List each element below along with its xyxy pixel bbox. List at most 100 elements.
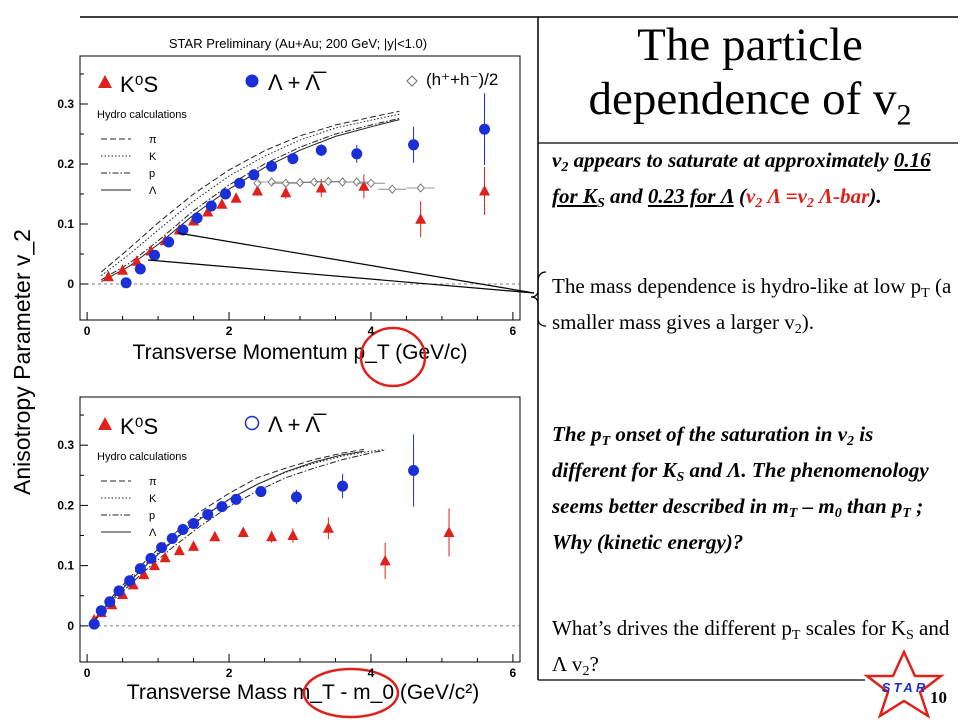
top-hydro-title: Hydro calculations [97,109,187,121]
top-kaon-point [202,206,214,217]
slide-title-sub: 2 [896,98,912,132]
p2-c: ). [801,310,815,334]
top-hadron-point [338,177,347,187]
top-lambda-point [177,224,189,236]
bottom-lambda-point [95,605,107,617]
bottom-lambda-point [145,552,157,564]
p1-k: 0.16 for K [552,148,931,208]
slide-title-line2: dependence of v [588,73,897,125]
p1-kaon-value: 0.16 for KS [552,148,931,211]
p1-v: v [552,148,562,172]
p1-relation: v2 Λ =v2 Λ-bar [746,184,869,211]
bottom-lambda-point [104,596,116,608]
top-hydro-curve-2 [101,117,400,281]
p3-c: is different for K [552,422,874,482]
bottom-lambda-point [255,486,267,498]
bottom-x-tick-label: 4 [368,666,375,680]
onset-paragraph: The pT onset of the saturation in v2 is … [552,420,952,556]
bottom-kaon-point [209,530,221,542]
bottom-lambda-point [408,464,420,476]
top-kaon-point [479,185,491,196]
top-legend-kaon-marker [98,75,112,88]
p3-e-sub: 0 [834,506,842,521]
top-hadron-point [267,177,276,187]
bottom-y-tick-label: 0.1 [57,559,74,573]
slide-number: 10 [930,688,947,707]
bottom-x-tick-label: 0 [84,666,91,680]
bottom-lambda-point [88,618,100,630]
bottom-kaon-point [379,554,391,566]
top-hadron-point [295,177,305,188]
highlight-ellipse-mt [302,667,400,719]
star-logo-shape [863,648,945,719]
p4-a-sub: T [791,628,801,643]
top-y-tick-label: 0.2 [57,157,74,171]
top-lambda-point [234,177,246,189]
bottom-lambda-point [216,501,228,513]
bottom-lambda-point [166,533,178,545]
top-lambda-point [315,144,327,156]
bottom-y-tick-label: 0.2 [57,498,74,512]
top-lambda-point [248,169,260,181]
mass-dependence-paragraph: The mass dependence is hydro-like at low… [552,272,952,344]
p1-lambda-value: 0.23 for Λ [647,184,734,208]
top-kaon-point [102,270,114,282]
top-x-tick-label: 0 [84,324,91,338]
bottom-hydro-curve-0 [93,448,364,621]
pointer-arrows [147,232,547,327]
p1-v-sub: 2 [561,160,569,175]
bottom-lambda-point [230,493,242,505]
p4-b-sub: S [905,628,914,643]
p3-f: than p [841,494,903,518]
p1-a: appears to saturate at approximately [568,148,894,172]
p4-c-sub: 2 [582,664,590,679]
bottom-y-tick-label: 0 [67,619,74,633]
top-kaon-point [131,255,143,266]
p4-d: ? [589,652,599,676]
p2-v-sub: 2 [794,322,802,337]
bottom-lambda-point [177,524,189,535]
top-kaon-point [230,192,242,203]
top-lambda-point [287,153,299,165]
bottom-kaon-point [266,530,278,542]
p2-a: The mass dependence is hydro-like at low… [552,274,922,298]
top-kaon-point [216,198,228,209]
p3-c-sub: S [676,470,685,485]
p3-a-sub: T [601,434,611,449]
top-hadron-point [366,178,376,188]
pointer-line-lower [147,259,535,294]
top-y-tick-label: 0.3 [57,97,74,111]
p3-b-sub: 2 [847,434,855,449]
bottom-x-tick-label: 6 [510,666,517,680]
bottom-hydro-curve-3 [93,450,364,622]
top-hydro-legend-label: Λ [149,185,157,197]
slide-title: The particle dependence of v2 [540,18,960,142]
saturation-paragraph: v2 appears to saturate at approximately … [552,146,952,218]
top-kaon-point [280,186,292,198]
bottom-hydro-legend-label: π [149,476,157,488]
p2-pt-sub: T [921,286,930,301]
top-lambda-point [205,200,217,212]
p3-b: onset of the saturation in v [610,422,848,446]
chart-top-x-label: Transverse Momentum p_T (GeV/c) [133,341,468,364]
top-lambda-point [120,277,132,289]
bottom-legend-kaon-label: K⁰S [120,414,158,439]
top-legend-hadron-marker [406,75,418,87]
top-kaon-point [358,180,370,191]
p3-d-sub: T [788,506,798,521]
p4-c: and Λ v [552,616,950,676]
highlight-ellipse-pt [359,326,427,388]
bottom-lambda-point [156,542,168,554]
top-kaon-point [415,213,427,224]
top-hadron-point [253,178,262,188]
bottom-legend-lambda-label: Λ + Λ̅ [268,412,327,437]
top-hadron-point [352,177,361,187]
top-hydro-curve-0 [100,110,400,273]
p1-v2-sub: 2 [755,196,763,211]
top-x-tick-label: 2 [226,324,233,338]
bottom-hydro-legend-label: Λ [149,527,157,539]
y-axis-title: Anisotropy Parameter v_2 [9,229,35,495]
top-lambda-point [266,160,278,172]
top-lambda-point [479,123,491,135]
